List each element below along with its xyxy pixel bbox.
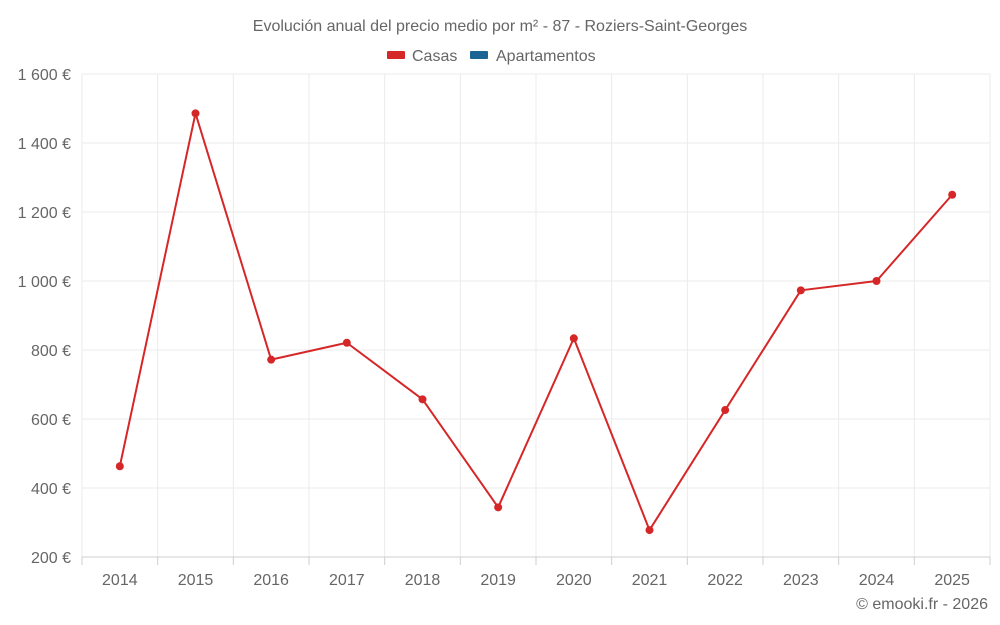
y-tick-label: 1 000 € [18,274,71,291]
x-tick-label: 2025 [934,572,970,589]
x-tick-label: 2019 [480,572,516,589]
y-axis: 200 € 400 € 600 € 800 € 1 000 € 1 200 € 1 400 … [18,67,71,567]
y-tick-label: 1 600 € [18,67,71,84]
credit-text: © emooki.fr - 2026 [856,596,988,613]
chart-title: Evolución anual del precio medio por m² … [253,18,747,35]
y-tick-label: 1 400 € [18,136,71,153]
grid [81,73,991,558]
x-axis: 2014 2015 2016 2017 2018 2019 2020 2021 2022 2023… [81,556,991,589]
y-tick-label: 800 € [31,343,71,360]
legend-item-apartamentos[interactable]: Apartamentos [470,48,596,65]
series-line-casas [118,112,953,532]
data-point-casas-2021[interactable] [645,526,654,535]
data-point-casas-2022[interactable] [721,406,730,415]
x-tick-label: 2020 [556,572,592,589]
data-point-casas-2017[interactable] [342,338,351,347]
x-tick-label: 2017 [329,572,365,589]
x-tick-label: 2023 [783,572,819,589]
legend-item-casas[interactable]: Casas [387,48,457,65]
x-tick-label: 2024 [859,572,895,589]
data-point-casas-2015[interactable] [191,109,200,118]
data-point-casas-2025[interactable] [948,190,957,199]
data-point-casas-2019[interactable] [494,503,503,512]
data-point-casas-2024[interactable] [872,277,881,285]
legend-label-apartamentos: Apartamentos [496,48,596,65]
x-tick-label: 2021 [632,572,668,589]
data-point-casas-2020[interactable] [569,334,578,343]
data-point-casas-2023[interactable] [796,286,805,295]
legend-swatch-apartamentos [470,51,488,59]
x-tick-label: 2014 [102,572,138,589]
series-casas [115,109,957,535]
x-tick-label: 2018 [405,572,441,589]
y-tick-label: 600 € [31,412,71,429]
x-tick-label: 2015 [178,572,214,589]
data-point-casas-2018[interactable] [418,395,427,404]
legend-swatch-casas [387,51,405,59]
y-tick-label: 400 € [31,481,71,498]
legend: Casas Apartamentos [387,48,596,65]
data-point-casas-2016[interactable] [267,355,276,364]
y-tick-label: 200 € [31,550,71,567]
y-tick-label: 1 200 € [18,205,71,222]
legend-label-casas: Casas [412,48,457,65]
x-tick-label: 2022 [707,572,743,589]
data-point-casas-2014[interactable] [115,462,124,471]
x-tick-label: 2016 [253,572,289,589]
